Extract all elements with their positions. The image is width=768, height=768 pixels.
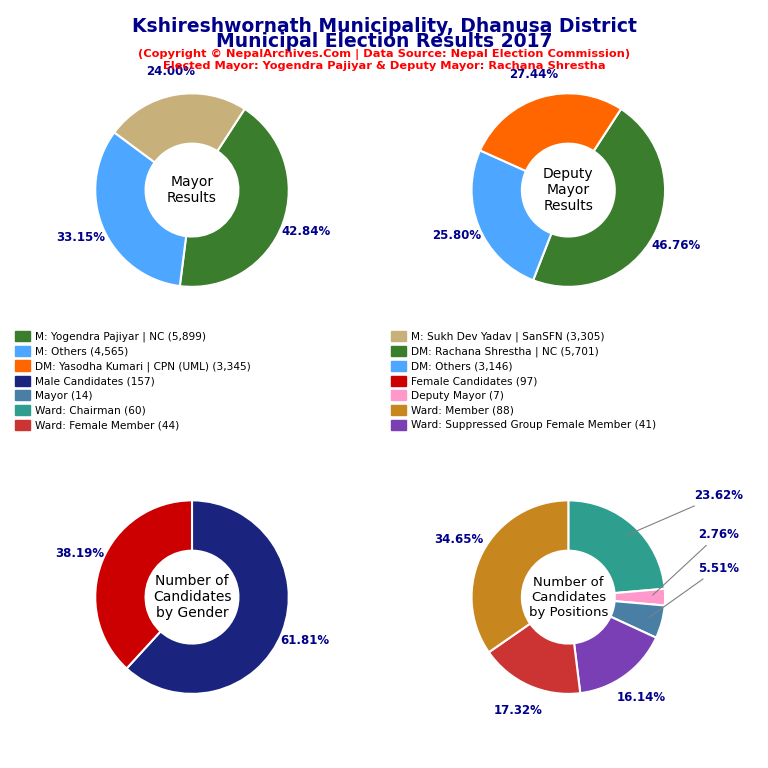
Text: (Copyright © NepalArchives.Com | Data Source: Nepal Election Commission): (Copyright © NepalArchives.Com | Data So… — [138, 49, 630, 60]
Wedge shape — [180, 109, 289, 286]
Text: 42.84%: 42.84% — [281, 225, 330, 238]
Wedge shape — [533, 109, 665, 286]
Wedge shape — [614, 589, 665, 605]
Wedge shape — [568, 501, 665, 593]
Wedge shape — [488, 624, 581, 694]
Text: 2.76%: 2.76% — [653, 528, 739, 595]
Text: 34.65%: 34.65% — [434, 533, 483, 546]
Text: 25.80%: 25.80% — [432, 230, 481, 243]
Text: 38.19%: 38.19% — [55, 547, 104, 560]
Legend: M: Sukh Dev Yadav | SanSFN (3,305), DM: Rachana Shrestha | NC (5,701), DM: Other: M: Sukh Dev Yadav | SanSFN (3,305), DM: … — [389, 329, 659, 432]
Text: Number of
Candidates
by Positions: Number of Candidates by Positions — [528, 576, 608, 618]
Text: 17.32%: 17.32% — [493, 703, 542, 717]
Wedge shape — [127, 501, 289, 694]
Text: Deputy
Mayor
Results: Deputy Mayor Results — [543, 167, 594, 214]
Text: 61.81%: 61.81% — [280, 634, 329, 647]
Wedge shape — [472, 501, 568, 652]
Wedge shape — [95, 501, 192, 668]
Text: 16.14%: 16.14% — [617, 690, 666, 703]
Text: Municipal Election Results 2017: Municipal Election Results 2017 — [216, 32, 552, 51]
Text: 5.51%: 5.51% — [650, 561, 739, 617]
Text: Elected Mayor: Yogendra Pajiyar & Deputy Mayor: Rachana Shrestha: Elected Mayor: Yogendra Pajiyar & Deputy… — [163, 61, 605, 71]
Wedge shape — [480, 94, 621, 171]
Text: 23.62%: 23.62% — [627, 489, 743, 535]
Text: 33.15%: 33.15% — [56, 231, 105, 244]
Wedge shape — [114, 94, 245, 162]
Text: 46.76%: 46.76% — [651, 239, 700, 252]
Wedge shape — [574, 617, 656, 694]
Text: 27.44%: 27.44% — [510, 68, 559, 81]
Text: Kshireshwornath Municipality, Dhanusa District: Kshireshwornath Municipality, Dhanusa Di… — [131, 17, 637, 36]
Text: 24.00%: 24.00% — [146, 65, 195, 78]
Wedge shape — [611, 601, 665, 637]
Text: Mayor
Results: Mayor Results — [167, 175, 217, 205]
Wedge shape — [472, 151, 551, 280]
Text: Number of
Candidates
by Gender: Number of Candidates by Gender — [153, 574, 231, 621]
Wedge shape — [95, 132, 186, 286]
